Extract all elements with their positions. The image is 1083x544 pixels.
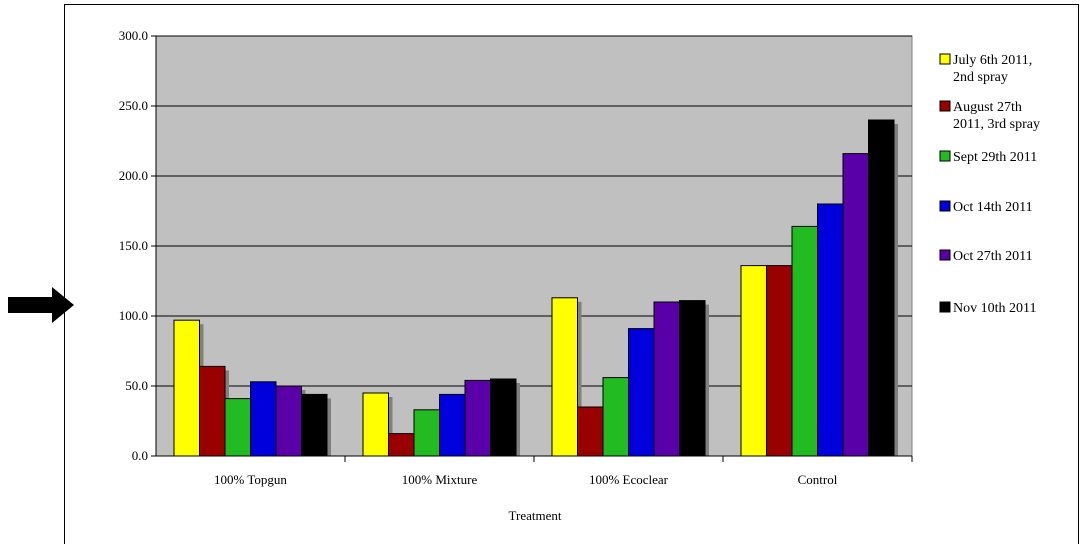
bar	[413, 409, 440, 457]
bar	[275, 385, 302, 457]
bar	[679, 300, 706, 457]
y-tick-label: 100.0	[119, 308, 148, 323]
bar	[817, 203, 844, 457]
bar	[791, 225, 818, 457]
bar	[577, 406, 604, 457]
bar	[301, 393, 328, 457]
right-arrow-icon	[8, 287, 74, 323]
bar	[224, 398, 251, 457]
x-axis-title: Treatment	[509, 508, 562, 523]
x-tick-label: Control	[798, 472, 838, 487]
legend-swatch	[939, 100, 951, 112]
legend-label: July 6th 2011,	[953, 53, 1032, 68]
bar	[868, 119, 895, 457]
bar	[842, 153, 869, 457]
bar	[602, 377, 629, 457]
legend-swatch	[939, 53, 951, 65]
x-tick-label: 100% Topgun	[214, 472, 287, 487]
bar	[490, 378, 517, 457]
x-tick-label: 100% Ecoclear	[589, 472, 669, 487]
legend-item: Nov 10th 2011	[939, 301, 1036, 316]
y-tick-label: 50.0	[125, 378, 148, 393]
bar	[628, 328, 655, 457]
bar	[766, 265, 793, 457]
legend-item: Oct 14th 2011	[939, 200, 1033, 215]
y-tick-label: 150.0	[119, 238, 148, 253]
bar	[740, 265, 767, 457]
bar	[362, 392, 389, 457]
x-tick-label: 100% Mixture	[402, 472, 478, 487]
legend-item: July 6th 2011, 2nd spray	[939, 53, 1032, 85]
bar	[464, 379, 491, 457]
bar	[653, 301, 680, 457]
legend-label: Sept 29th 2011	[953, 150, 1037, 165]
legend-swatch	[939, 200, 951, 212]
legend-swatch	[939, 249, 951, 261]
y-tick-label: 300.0	[119, 28, 148, 43]
chart-frame	[64, 4, 1079, 544]
legend-swatch	[939, 150, 951, 162]
legend-label: August 27th	[953, 100, 1022, 115]
legend-item: August 27th 2011, 3rd spray	[939, 100, 1040, 132]
legend-label: 2nd spray	[953, 70, 1008, 85]
bar	[199, 365, 226, 457]
legend-label: 2011, 3rd spray	[953, 117, 1040, 132]
legend-item: Sept 29th 2011	[939, 150, 1037, 165]
y-tick-label: 0.0	[132, 448, 148, 463]
bar	[388, 433, 415, 457]
bar	[250, 381, 277, 457]
bar	[173, 319, 200, 457]
legend-label: Nov 10th 2011	[953, 301, 1036, 316]
y-tick-label: 200.0	[119, 168, 148, 183]
legend-swatch	[939, 301, 951, 313]
legend-item: Oct 27th 2011	[939, 249, 1033, 264]
legend-label: Oct 14th 2011	[953, 200, 1033, 215]
bar	[439, 393, 466, 457]
bar	[551, 297, 578, 457]
legend-label: Oct 27th 2011	[953, 249, 1033, 264]
y-tick-label: 250.0	[119, 98, 148, 113]
